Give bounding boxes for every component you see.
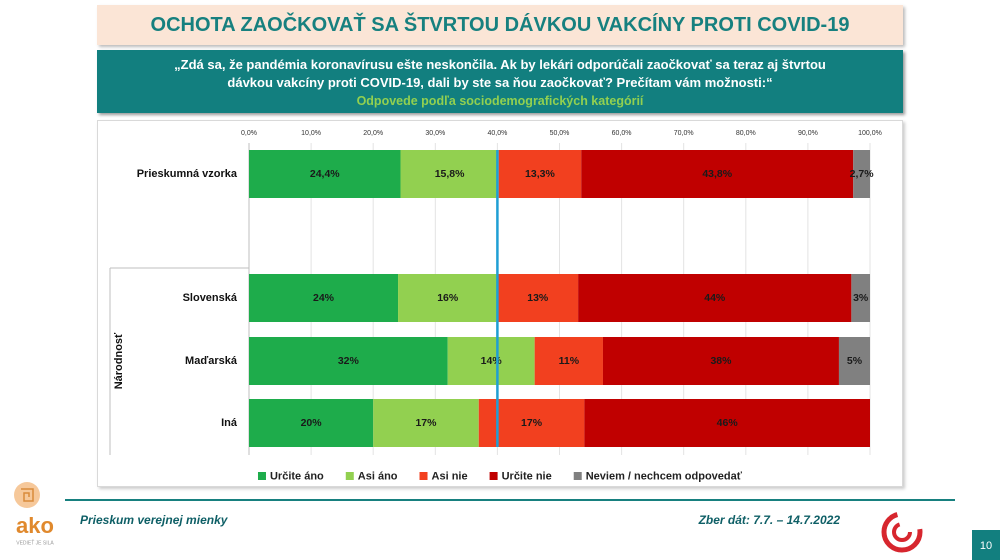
bar-segment [447,337,535,385]
bar-segment [398,274,498,322]
value-label: 20% [301,417,323,429]
x-tick-label: 60,0% [612,130,632,137]
page-number-box [972,530,1000,560]
value-label: 38% [710,355,732,367]
legend-item: Určite áno [257,470,324,482]
bar-segment [249,399,374,447]
logo-ring [881,511,923,553]
title: OCHOTA ZAOČKOVAŤ SA ŠTVRTOU DÁVKOU VAKCÍ… [97,5,903,45]
x-tick-label: 40,0% [487,130,507,137]
legend-label: Asi áno [358,470,398,482]
x-tick-label: 0,0% [241,130,257,137]
bar-segment [497,274,579,322]
value-label: 13% [527,292,549,304]
x-tick-label: 100,0% [858,130,882,137]
category-label: Maďarská [185,355,238,367]
question: „Zdá sa, že pandémia koronavírusu ešte n… [174,57,826,90]
x-tick-label: 90,0% [798,130,818,137]
x-tick-label: 30,0% [425,130,445,137]
logo-tagline: VEDIEŤ JE SILA [16,538,54,546]
logo-head [14,482,40,508]
x-tick-label: 10,0% [301,130,321,137]
x-tick-label: 20,0% [363,130,383,137]
category-label: Iná [221,417,238,429]
value-label: 17% [521,417,543,429]
value-label: 2,7% [850,168,875,180]
value-label: 3% [853,292,869,304]
legend-item: Neviem / nechcem odpovedať [573,470,743,482]
value-label: 16% [437,292,459,304]
category-label: Slovenská [183,292,238,304]
group-label: Národnosť [113,332,125,389]
page-number: 10 [980,540,992,552]
bar-segment [602,337,839,385]
value-label: 24% [313,292,335,304]
bar-segment [578,274,852,322]
value-label: 44% [704,292,726,304]
category-label: Prieskumná vzorka [137,168,238,180]
bar-segment [373,399,479,447]
bar-segment [584,399,870,447]
legend-label: Neviem / nechcem odpovedať [586,470,743,482]
legend-item: Asi nie [419,470,468,482]
value-label: 46% [717,417,739,429]
subtitle: Odpovede podľa sociodemografických kateg… [356,94,644,108]
bar-segment [498,150,582,198]
logo-maze [21,488,34,502]
logo-ako: ako VEDIEŤ JE SILA [14,482,54,546]
legend-item: Určite nie [489,470,552,482]
x-tick-label: 50,0% [550,130,570,137]
value-label: 14% [481,355,503,367]
footer-left: Prieskum verejnej mienky [80,513,229,527]
value-label: 24,4% [310,168,340,180]
logo-ring-inner [892,522,912,542]
legend-swatch [419,472,428,480]
value-label: 32% [338,355,360,367]
value-label: 11% [559,355,580,367]
bar-segment [534,337,603,385]
legend-swatch [573,472,582,480]
value-label: 5% [847,355,863,367]
legend-label: Určite nie [502,470,552,482]
bar-segment [249,274,399,322]
bar-segment [851,274,870,322]
value-label: 17% [415,417,437,429]
bar-segment [838,337,870,385]
legend-label: Určite áno [270,470,324,482]
legend-swatch [257,472,266,480]
legend-swatch [345,472,354,480]
legend-item: Asi áno [345,470,398,482]
bar-segment [249,337,448,385]
x-tick-label: 70,0% [674,130,694,137]
bar-segment [400,150,499,198]
legend-swatch [489,472,498,480]
logo-right [881,511,923,553]
value-label: 15,8% [435,168,465,180]
question-box: „Zdá sa, že pandémia koronavírusu ešte n… [97,50,903,113]
x-tick-label: 80,0% [736,130,756,137]
bar-segment [853,150,870,198]
legend-label: Asi nie [432,470,468,482]
footer-right: Zber dát: 7.7. – 14.7.2022 [698,513,841,527]
logo-text: ako [16,513,54,538]
bar-segment [581,150,854,198]
value-label: 13,3% [525,168,555,180]
value-label: 43,8% [702,168,732,180]
bar-segment [249,150,401,198]
